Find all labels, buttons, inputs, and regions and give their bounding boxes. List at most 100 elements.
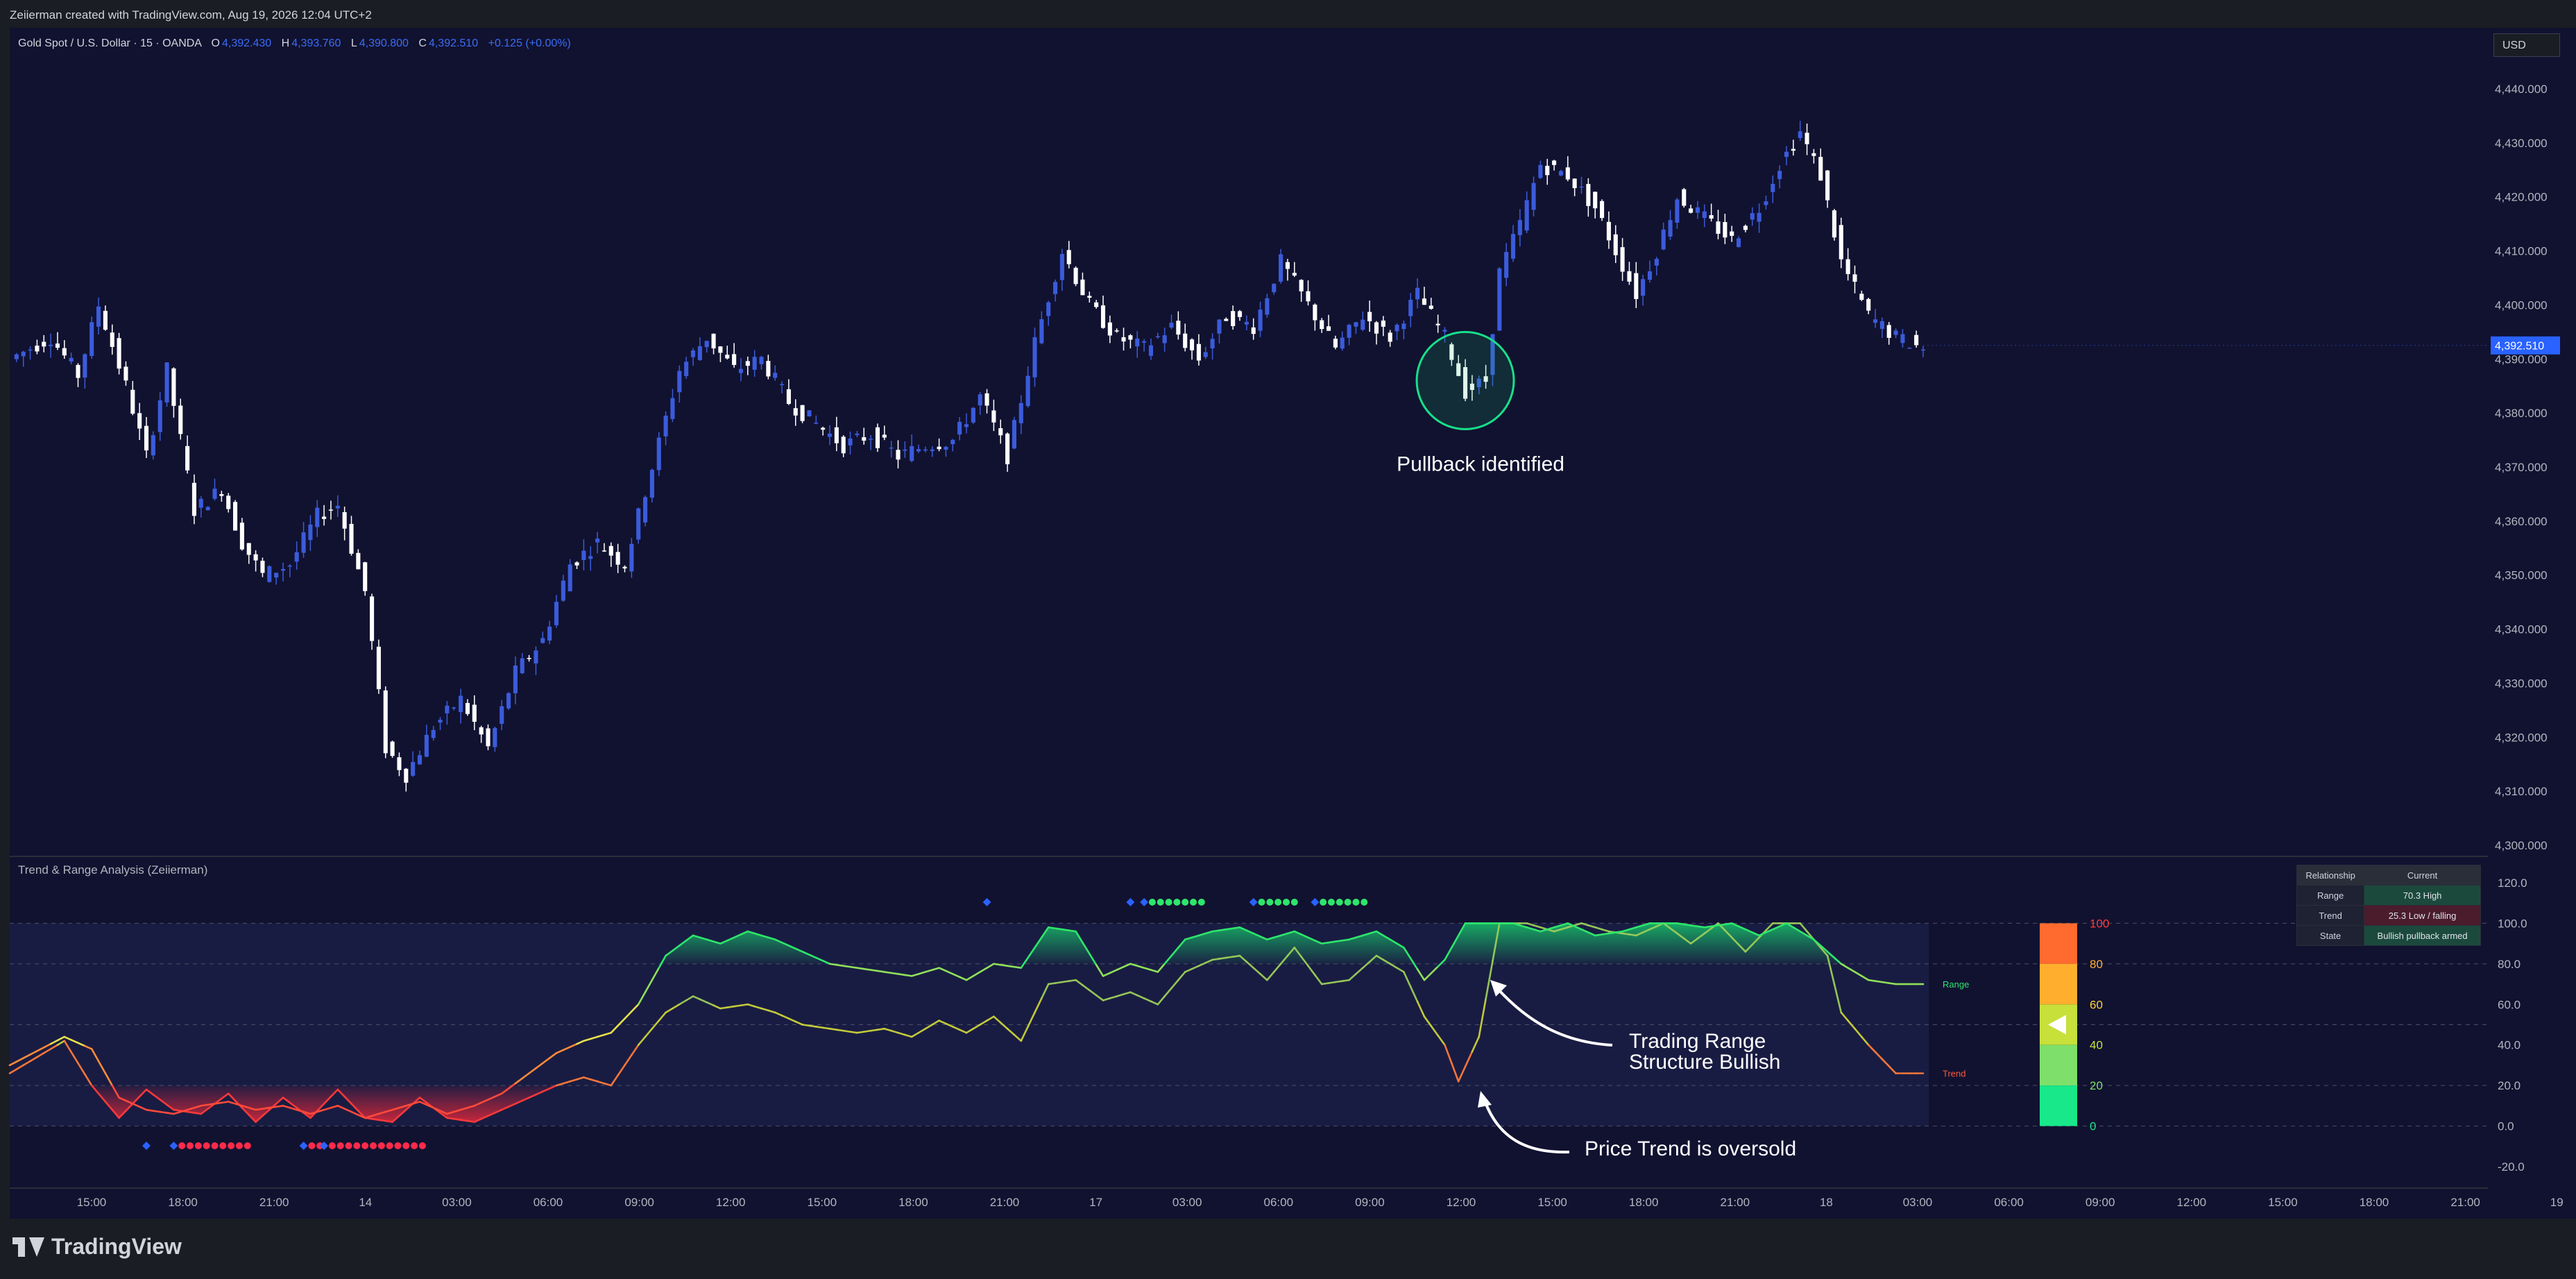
trend-series-segment: [1136, 994, 1145, 999]
gauge-label: 0: [2090, 1120, 2096, 1133]
range-series-segment: [1874, 980, 1884, 983]
candle-body: [944, 446, 948, 450]
candle: [786, 379, 791, 405]
price-trend-arrowhead: [1478, 1091, 1492, 1108]
currency-selector[interactable]: USD: [2493, 33, 2560, 57]
trend-series-segment: [658, 1011, 667, 1022]
last-price-label: 4,392.510: [2495, 341, 2544, 353]
candle: [1326, 314, 1331, 331]
signal-dot: [244, 1142, 251, 1149]
candle: [1730, 226, 1734, 242]
candle-body: [1272, 283, 1277, 293]
range-series-segment: [1867, 979, 1877, 982]
candle-body: [246, 543, 251, 555]
range-series-segment: [706, 938, 715, 943]
candle: [219, 491, 224, 502]
range-series-segment: [1881, 981, 1891, 984]
price-axis[interactable]: [2488, 28, 2576, 1219]
trend-series-segment: [77, 1062, 86, 1076]
candle: [1805, 124, 1809, 155]
range-series-segment: [350, 1110, 359, 1116]
trend-series-segment: [1089, 989, 1098, 997]
candle-body: [89, 322, 94, 357]
candle: [1340, 331, 1345, 351]
trend-series-segment: [781, 1015, 790, 1020]
candle: [1073, 266, 1078, 287]
candle-body: [342, 511, 347, 529]
range-series-segment: [740, 930, 749, 935]
signal-dot: [386, 1142, 393, 1149]
trend-series-segment: [979, 1019, 988, 1026]
candle-body: [294, 552, 299, 562]
time-tick-label: 21:00: [2450, 1196, 2480, 1209]
range-series-segment: [1266, 936, 1275, 941]
trend-series-segment: [49, 1044, 59, 1050]
candle-body: [1052, 282, 1058, 294]
candle-body: [253, 554, 258, 561]
candle-body: [718, 346, 723, 353]
range-series-segment: [842, 965, 851, 968]
candle: [205, 506, 210, 511]
candle: [1866, 298, 1871, 314]
range-series-segment: [296, 1108, 305, 1113]
range-series-segment: [77, 1042, 86, 1047]
candle-body: [910, 446, 914, 461]
range-series-segment: [972, 971, 981, 977]
trend-series-segment: [15, 1064, 25, 1071]
candle-body: [957, 421, 962, 435]
candle-body: [1367, 312, 1372, 321]
range-series-segment: [1095, 964, 1104, 977]
candle-body: [773, 373, 778, 378]
range-series-segment: [200, 1103, 209, 1107]
candle: [1914, 330, 1919, 348]
range-series-segment: [1717, 923, 1726, 926]
tradingview-logo[interactable]: TradingView: [12, 1234, 182, 1260]
trend-series: [8, 922, 1925, 1124]
candle: [910, 434, 914, 463]
trend-series-segment: [200, 1108, 209, 1115]
candle: [862, 427, 867, 445]
range-series-segment: [1621, 928, 1630, 933]
trend-series-segment: [1641, 928, 1651, 933]
candle: [718, 346, 723, 362]
candle: [1586, 178, 1591, 217]
candle: [1757, 203, 1762, 233]
candle-body: [35, 346, 40, 352]
candle: [212, 478, 217, 501]
candle: [486, 724, 491, 751]
trend-series-segment: [1437, 1034, 1446, 1047]
range-series-segment: [726, 936, 735, 942]
candle: [1462, 359, 1468, 402]
candle-body: [198, 498, 203, 508]
candle-body: [1039, 319, 1044, 344]
candle-body: [1777, 171, 1782, 180]
range-series-segment: [1245, 929, 1254, 935]
trend-series-segment: [1553, 928, 1562, 933]
indicator-tick-label: 100.0: [2498, 917, 2527, 930]
signal-dot: [1190, 899, 1197, 906]
range-series-segment: [125, 1099, 134, 1105]
range-series-segment: [1512, 922, 1521, 926]
trend-series-segment: [8, 1068, 18, 1074]
signal-diamond: [1311, 898, 1320, 906]
trend-series-segment: [377, 1119, 387, 1122]
trend-series-segment: [583, 1076, 592, 1081]
tradingview-logo-icon: [12, 1237, 44, 1257]
candle: [1135, 330, 1140, 358]
range-series-segment: [309, 1110, 318, 1115]
range-series-segment: [1157, 963, 1166, 973]
candle: [1012, 416, 1017, 450]
trend-series-segment: [36, 1052, 45, 1058]
candle: [677, 365, 682, 403]
candle: [1094, 300, 1099, 309]
range-series-segment: [678, 939, 688, 947]
price-tick-label: 4,430.000: [2495, 137, 2548, 150]
range-series-segment: [514, 1077, 524, 1085]
candle-body: [1675, 199, 1680, 223]
candle-body: [581, 550, 586, 560]
price-tick-label: 4,310.000: [2495, 785, 2548, 798]
range-series-segment: [1362, 932, 1371, 937]
indicator-tick-label: 80.0: [2498, 958, 2520, 971]
candle-body: [896, 450, 901, 460]
